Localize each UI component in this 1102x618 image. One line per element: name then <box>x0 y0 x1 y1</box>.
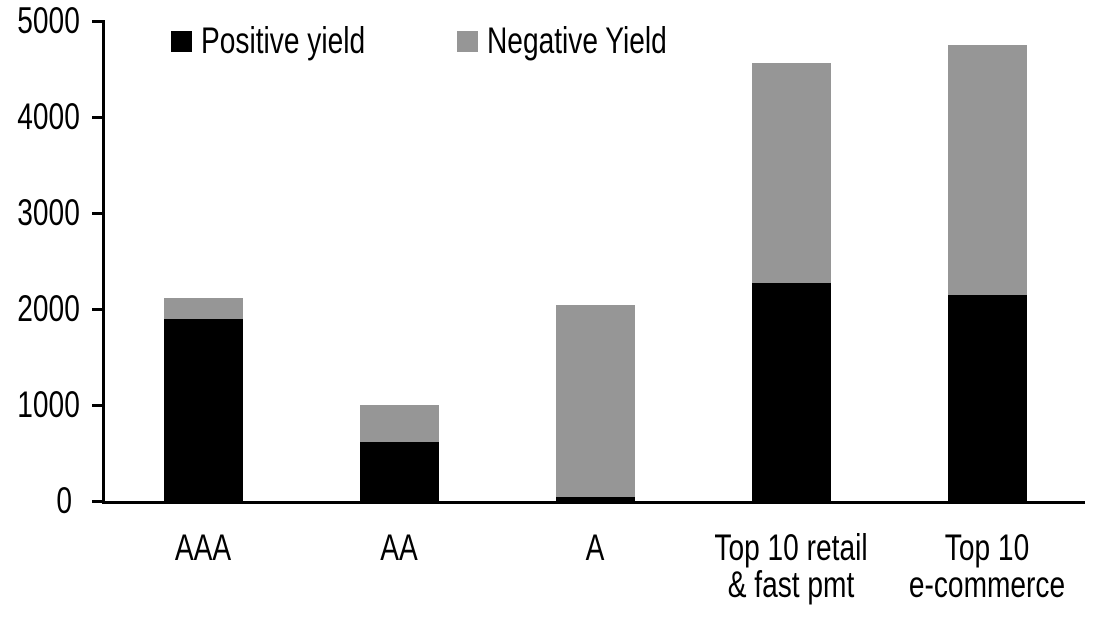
x-category-label-line: AAA <box>174 527 232 568</box>
legend-label: Positive yield <box>201 20 366 61</box>
y-tick-label: 0 <box>56 480 72 521</box>
x-axis-line <box>102 501 1085 504</box>
x-category-label-line: AA <box>380 527 418 568</box>
bar-segment-positive-yield-top-10-retail <box>751 283 831 501</box>
legend: Positive yield Negative Yield <box>171 19 723 63</box>
bar-segment-negative-yield-top-10-retail <box>751 63 831 284</box>
bar-segment-negative-yield-a <box>555 305 635 498</box>
bar-segment-negative-yield-top-10 <box>947 45 1027 295</box>
bar-segment-positive-yield-top-10 <box>947 294 1027 501</box>
x-category-label-line: e-commerce <box>908 564 1066 605</box>
legend-item-negative-yield: Negative Yield <box>456 19 724 63</box>
legend-item-positive-yield: Positive yield <box>171 19 417 63</box>
y-axis-line <box>102 20 105 504</box>
y-tick-label: 5000 <box>17 0 80 41</box>
y-tick-mark <box>92 212 103 215</box>
y-tick-mark <box>92 116 103 119</box>
x-category-label: AA <box>277 529 520 566</box>
x-category-label: Top 10 retail & fast pmt <box>669 529 912 603</box>
x-category-label-line: Top 10 <box>944 527 1030 568</box>
x-category-label: AAA <box>81 529 324 566</box>
x-category-label-line: A <box>585 527 605 568</box>
y-tick-mark <box>92 308 103 311</box>
y-tick-mark <box>92 500 103 503</box>
bar-segment-negative-yield-aa <box>359 405 439 442</box>
y-tick-mark <box>92 404 103 407</box>
legend-swatch-icon <box>456 30 478 52</box>
x-category-label-line: & fast pmt <box>727 564 855 605</box>
bar-segment-negative-yield-aaa <box>163 297 243 319</box>
x-category-label-line: Top 10 retail <box>714 527 868 568</box>
y-tick-label: 3000 <box>17 192 80 233</box>
y-tick-mark <box>92 20 103 23</box>
bar-segment-positive-yield-aaa <box>163 318 243 501</box>
bar-segment-positive-yield-a <box>555 497 635 501</box>
y-tick-label: 2000 <box>17 288 80 329</box>
bar-segment-positive-yield-aa <box>359 441 439 501</box>
x-category-label: A <box>473 529 716 566</box>
legend-swatch-icon <box>171 30 192 52</box>
legend-label: Negative Yield <box>486 20 667 61</box>
x-category-label: Top 10 e-commerce <box>865 529 1102 603</box>
y-tick-label: 4000 <box>17 96 80 137</box>
y-tick-label: 1000 <box>17 384 80 425</box>
